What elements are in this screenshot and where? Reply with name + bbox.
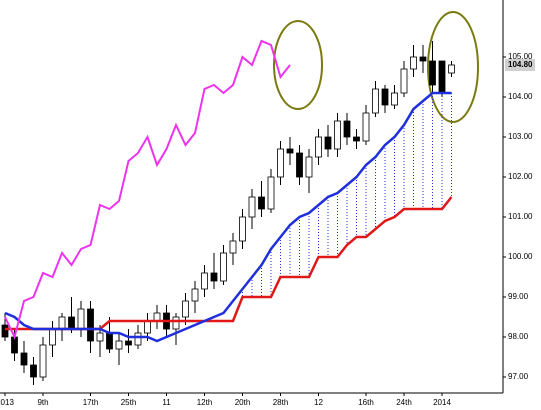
x-tick-label: 11 — [162, 398, 171, 407]
candle-body — [239, 216, 246, 242]
candle-body — [87, 308, 94, 342]
candle-body — [115, 340, 123, 350]
x-tick-label: 28th — [273, 398, 289, 407]
candle-body — [191, 288, 199, 302]
x-tick-label: 24th — [396, 398, 412, 407]
candle-body — [362, 112, 370, 142]
candle-body — [391, 92, 398, 106]
candle-body — [343, 120, 351, 138]
last-price-box — [505, 59, 535, 71]
x-tick-label: 12th — [197, 398, 213, 407]
annotation-ellipse — [273, 20, 323, 110]
candle-body — [305, 156, 313, 178]
candle-body — [448, 64, 455, 74]
candle-body — [144, 320, 151, 334]
x-tick-label: 2014 — [433, 398, 451, 407]
candle-body — [353, 136, 360, 142]
line-pink — [4, 39, 291, 340]
candle-body — [39, 344, 47, 378]
candle-body — [1, 324, 9, 338]
candle-body — [229, 240, 237, 254]
candle-body — [410, 56, 417, 70]
candle-body — [324, 136, 332, 150]
candle-body — [315, 136, 322, 158]
candle-body — [429, 60, 436, 86]
candle-body — [248, 196, 256, 218]
x-tick-label: 20th — [235, 398, 251, 407]
x-tick-label: 16th — [358, 398, 374, 407]
candle-body — [334, 120, 341, 150]
y-tick-label: 99.00 — [508, 292, 529, 301]
x-tick-label: 25th — [121, 398, 137, 407]
y-tick-label: 104.00 — [508, 92, 533, 101]
x-tick-label: 9th — [37, 398, 48, 407]
candle-body — [277, 148, 284, 178]
y-tick-label: 97.00 — [508, 372, 529, 381]
candle-body — [134, 332, 142, 346]
candle-body — [77, 308, 85, 330]
y-tick-label: 101.00 — [508, 212, 533, 221]
candle-body — [49, 328, 56, 346]
candle-body — [267, 176, 275, 210]
candle-body — [438, 60, 446, 94]
candle-body — [58, 316, 66, 330]
last-price-label: 104.80 — [508, 60, 533, 69]
line-blue — [4, 91, 452, 343]
candle-body — [400, 68, 408, 94]
y-tick-label: 98.00 — [508, 332, 529, 341]
candle-body — [419, 56, 427, 62]
candle-body — [125, 340, 132, 346]
candle-body — [296, 152, 303, 178]
candle-body — [11, 336, 18, 354]
candle-body — [182, 300, 189, 318]
candle-body — [20, 352, 28, 366]
y-tick-label: 100.00 — [508, 252, 533, 261]
x-tick-label: 17th — [83, 398, 99, 407]
candle-body — [286, 148, 294, 154]
y-tick-label: 103.00 — [508, 132, 533, 141]
candle-body — [258, 196, 265, 210]
candle-body — [172, 316, 180, 330]
candle-body — [220, 252, 227, 282]
x-tick-label: 2013 — [0, 398, 14, 407]
candle-body — [372, 88, 379, 114]
candle-body — [96, 332, 104, 342]
annotation-ellipse — [427, 11, 479, 123]
candle-body — [106, 332, 113, 350]
candle-body — [210, 272, 218, 282]
candle-body — [30, 364, 37, 378]
y-tick-label: 102.00 — [508, 172, 533, 181]
candle-body — [68, 316, 75, 330]
candle-body — [201, 272, 208, 290]
y-tick-label: 105.00 — [508, 52, 533, 61]
candle-body — [381, 88, 389, 106]
x-tick-label: 12 — [314, 398, 323, 407]
